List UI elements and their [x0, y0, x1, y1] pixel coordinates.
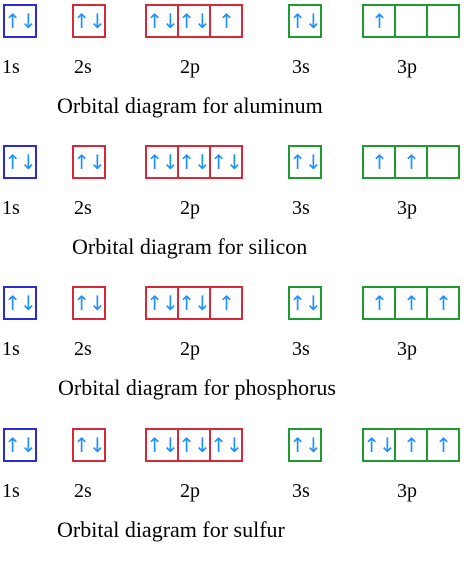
- subshell-label: 2p: [180, 56, 200, 78]
- orbital-box: ↑↓: [209, 428, 243, 462]
- subshell-label: 3s: [292, 338, 310, 360]
- subshell-label: 3s: [292, 197, 310, 219]
- orbital-box: ↑: [394, 428, 428, 462]
- orbital-box: [426, 145, 460, 179]
- subshell-1s: ↑↓: [3, 428, 37, 462]
- subshell-1s: ↑↓: [3, 4, 37, 38]
- subshell-label: 2p: [180, 338, 200, 360]
- subshell-label: 1s: [2, 197, 20, 219]
- subshell-label: 3p: [397, 480, 417, 502]
- subshell-1s: ↑↓: [3, 145, 37, 179]
- diagram-caption: Orbital diagram for silicon: [72, 234, 308, 259]
- subshell-3p: ↑: [362, 4, 460, 38]
- orbital-box: ↑: [362, 286, 396, 320]
- orbital-box: ↑↓: [362, 428, 396, 462]
- subshell-label: 1s: [2, 480, 20, 502]
- orbital-box: ↑↓: [209, 145, 243, 179]
- orbital-box: ↑↓: [145, 286, 179, 320]
- subshell-2p: ↑↓ ↑↓ ↑↓: [145, 145, 243, 179]
- orbital-diagram: ↑↓ 1s ↑↓ 2s ↑↓ ↑↓ ↑ 2p ↑↓ 3s ↑ ↑ ↑ 3p Orbital diagram …: [0, 282, 474, 420]
- orbital-box: ↑↓: [288, 145, 322, 179]
- orbital-box: ↑↓: [145, 428, 179, 462]
- subshell-label: 2s: [74, 56, 92, 78]
- orbital-diagram: ↑↓ 1s ↑↓ 2s ↑↓ ↑↓ ↑↓ 2p ↑↓ 3s ↑↓ ↑ ↑ 3p Orbital diagra…: [0, 424, 474, 562]
- orbital-box: ↑: [209, 286, 243, 320]
- orbital-box: ↑↓: [3, 145, 37, 179]
- orbital-box: ↑↓: [177, 286, 211, 320]
- subshell-3s: ↑↓: [288, 4, 322, 38]
- subshell-label: 2p: [180, 197, 200, 219]
- orbital-box: ↑↓: [72, 286, 106, 320]
- subshell-2p: ↑↓ ↑↓ ↑: [145, 4, 243, 38]
- subshell-label: 3p: [397, 338, 417, 360]
- orbital-box: ↑: [209, 4, 243, 38]
- orbital-box: ↑↓: [72, 145, 106, 179]
- orbital-box: [426, 4, 460, 38]
- orbital-diagram: ↑↓ 1s ↑↓ 2s ↑↓ ↑↓ ↑↓ 2p ↑↓ 3s ↑ ↑ 3p Orbital diagram …: [0, 141, 474, 279]
- orbital-box: ↑↓: [177, 428, 211, 462]
- subshell-label: 2s: [74, 480, 92, 502]
- diagram-caption: Orbital diagram for sulfur: [57, 517, 285, 542]
- orbital-box: ↑↓: [3, 286, 37, 320]
- subshell-1s: ↑↓: [3, 286, 37, 320]
- subshell-label: 1s: [2, 56, 20, 78]
- orbital-box: ↑↓: [288, 4, 322, 38]
- subshell-label: 2p: [180, 480, 200, 502]
- orbital-diagram: ↑↓ 1s ↑↓ 2s ↑↓ ↑↓ ↑ 2p ↑↓ 3s ↑ 3p Orbital diagram fo…: [0, 0, 474, 138]
- subshell-3s: ↑↓: [288, 145, 322, 179]
- orbital-box: ↑: [426, 428, 460, 462]
- diagram-caption: Orbital diagram for phosphorus: [58, 375, 336, 400]
- subshell-label: 3s: [292, 480, 310, 502]
- orbital-box: ↑: [426, 286, 460, 320]
- orbital-box: ↑: [394, 145, 428, 179]
- subshell-label: 3p: [397, 197, 417, 219]
- orbital-box: ↑↓: [72, 428, 106, 462]
- subshell-label: 3p: [397, 56, 417, 78]
- subshell-label: 3s: [292, 56, 310, 78]
- subshell-2s: ↑↓: [72, 4, 106, 38]
- subshell-label: 1s: [2, 338, 20, 360]
- subshell-3s: ↑↓: [288, 286, 322, 320]
- orbital-box: ↑↓: [145, 4, 179, 38]
- orbital-box: ↑: [362, 4, 396, 38]
- orbital-box: ↑↓: [177, 4, 211, 38]
- subshell-2p: ↑↓ ↑↓ ↑↓: [145, 428, 243, 462]
- orbital-box: ↑: [362, 145, 396, 179]
- diagram-caption: Orbital diagram for aluminum: [57, 93, 323, 118]
- subshell-2s: ↑↓: [72, 428, 106, 462]
- subshell-label: 2s: [74, 197, 92, 219]
- subshell-3p: ↑ ↑ ↑: [362, 286, 460, 320]
- subshell-3p: ↑ ↑: [362, 145, 460, 179]
- orbital-box: ↑↓: [3, 4, 37, 38]
- orbital-box: ↑↓: [3, 428, 37, 462]
- subshell-2s: ↑↓: [72, 286, 106, 320]
- orbital-box: ↑↓: [72, 4, 106, 38]
- orbital-box: ↑↓: [288, 286, 322, 320]
- orbital-box: [394, 4, 428, 38]
- subshell-label: 2s: [74, 338, 92, 360]
- orbital-box: ↑: [394, 286, 428, 320]
- subshell-2s: ↑↓: [72, 145, 106, 179]
- subshell-3s: ↑↓: [288, 428, 322, 462]
- subshell-3p: ↑↓ ↑ ↑: [362, 428, 460, 462]
- orbital-box: ↑↓: [288, 428, 322, 462]
- orbital-box: ↑↓: [145, 145, 179, 179]
- subshell-2p: ↑↓ ↑↓ ↑: [145, 286, 243, 320]
- orbital-box: ↑↓: [177, 145, 211, 179]
